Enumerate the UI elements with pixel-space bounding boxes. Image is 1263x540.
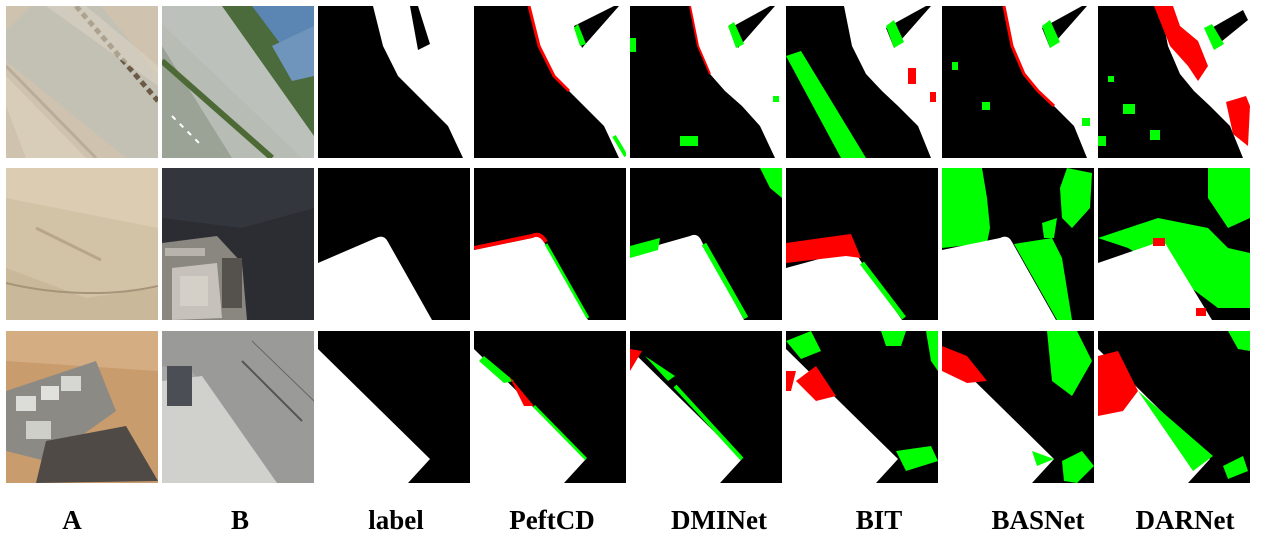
row2-image-b xyxy=(162,168,314,320)
row2-image-a xyxy=(6,168,158,320)
column-label-bit: BIT xyxy=(855,505,903,535)
row2-basnet-mask xyxy=(942,168,1094,320)
column-label-peftcd: PeftCD xyxy=(509,505,595,535)
row1-image-b xyxy=(162,6,314,158)
row1-label-mask xyxy=(318,6,470,158)
row2-peftcd-mask xyxy=(474,168,626,320)
column-label-label: label xyxy=(368,505,424,535)
row2-dminet-mask xyxy=(630,168,782,320)
row2-bit-mask xyxy=(786,168,938,320)
row1-basnet-mask xyxy=(942,6,1094,158)
row3-peftcd-mask xyxy=(474,331,626,483)
column-label-dminet: DMINet xyxy=(671,505,767,535)
row2-label-mask xyxy=(318,168,470,320)
column-label-b: B xyxy=(230,505,249,535)
column-labels: A B label PeftCD DMINet BIT BASNet DARNe… xyxy=(0,495,1263,540)
column-label-a: A xyxy=(62,505,82,535)
row2-darnet-mask xyxy=(1098,168,1250,320)
row3-darnet-mask xyxy=(1098,331,1250,483)
row3-image-b xyxy=(162,331,314,483)
row3-bit-mask xyxy=(786,331,938,483)
row1-peftcd-mask xyxy=(474,6,626,158)
row1-darnet-mask xyxy=(1098,6,1250,158)
row3-image-a xyxy=(6,331,158,483)
column-label-darnet: DARNet xyxy=(1135,505,1235,535)
comparison-grid xyxy=(6,6,1258,483)
row1-dminet-mask xyxy=(630,6,782,158)
row3-basnet-mask xyxy=(942,331,1094,483)
row1-image-a xyxy=(6,6,158,158)
row3-label-mask xyxy=(318,331,470,483)
row3-dminet-mask xyxy=(630,331,782,483)
column-label-basnet: BASNet xyxy=(991,505,1085,535)
row1-bit-mask xyxy=(786,6,938,158)
